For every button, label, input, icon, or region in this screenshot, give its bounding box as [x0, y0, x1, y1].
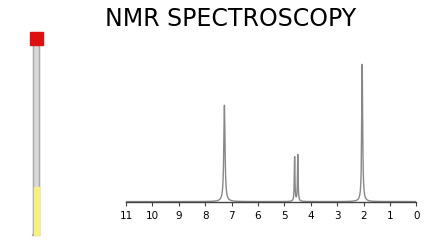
- Text: NMR SPECTROSCOPY: NMR SPECTROSCOPY: [105, 7, 355, 31]
